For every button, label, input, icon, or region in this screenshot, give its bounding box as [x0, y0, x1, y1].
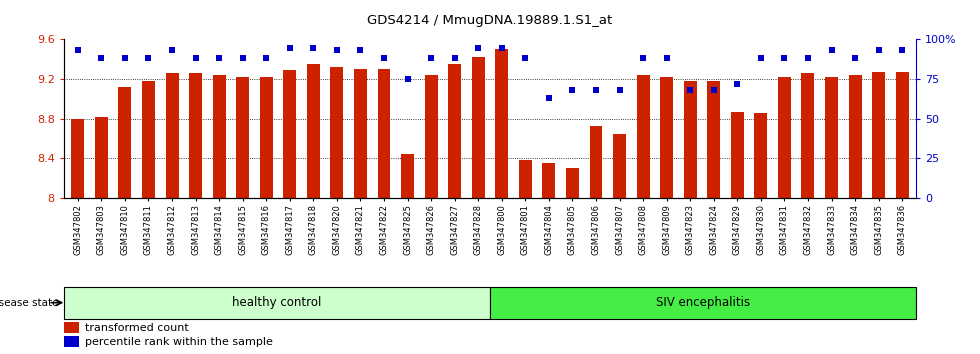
Text: GDS4214 / MmugDNA.19889.1.S1_at: GDS4214 / MmugDNA.19889.1.S1_at [368, 14, 612, 27]
Bar [637, 75, 650, 198]
Point [729, 81, 745, 86]
Bar [64, 287, 490, 319]
Point [800, 55, 815, 61]
Point [871, 47, 887, 53]
Text: percentile rank within the sample: percentile rank within the sample [85, 337, 272, 347]
Text: transformed count: transformed count [85, 322, 189, 332]
Bar [802, 73, 814, 198]
Bar [189, 73, 202, 198]
Bar [283, 70, 296, 198]
Point [682, 87, 698, 93]
Bar [684, 81, 697, 198]
Bar [307, 64, 319, 198]
Bar [731, 112, 744, 198]
Text: SIV encephalitis: SIV encephalitis [656, 296, 751, 309]
Bar [825, 77, 838, 198]
Bar [72, 119, 84, 198]
Point [776, 55, 792, 61]
Point [165, 47, 180, 53]
Point [423, 55, 439, 61]
Point [588, 87, 604, 93]
Bar [354, 69, 367, 198]
Bar [778, 77, 791, 198]
Point [259, 55, 274, 61]
Point [659, 55, 674, 61]
Bar [755, 113, 767, 198]
Point [848, 55, 863, 61]
Point [494, 46, 510, 51]
Point [282, 46, 298, 51]
Point [141, 55, 157, 61]
Bar [490, 287, 916, 319]
Point [329, 47, 345, 53]
Bar [448, 64, 462, 198]
Bar [64, 322, 79, 333]
Point [188, 55, 204, 61]
Bar [330, 67, 343, 198]
Bar [872, 72, 885, 198]
Point [93, 55, 109, 61]
Point [306, 46, 321, 51]
Bar [64, 336, 79, 347]
Bar [849, 75, 861, 198]
Text: healthy control: healthy control [232, 296, 321, 309]
Bar [518, 160, 532, 198]
Point [400, 76, 416, 82]
Text: disease state: disease state [0, 298, 59, 308]
Point [376, 55, 392, 61]
Bar [590, 126, 603, 198]
Point [823, 47, 839, 53]
Bar [236, 77, 249, 198]
Point [612, 87, 627, 93]
Point [635, 55, 651, 61]
Bar [260, 77, 272, 198]
Bar [424, 75, 438, 198]
Bar [95, 116, 108, 198]
Bar [708, 81, 720, 198]
Bar [661, 77, 673, 198]
Bar [142, 81, 155, 198]
Point [517, 55, 533, 61]
Bar [542, 164, 556, 198]
Bar [566, 169, 579, 198]
Point [706, 87, 721, 93]
Point [541, 95, 557, 101]
Bar [377, 69, 390, 198]
Bar [119, 87, 131, 198]
Bar [896, 72, 908, 198]
Point [70, 47, 85, 53]
Point [564, 87, 580, 93]
Point [235, 55, 251, 61]
Point [353, 47, 368, 53]
Bar [613, 133, 626, 198]
Point [212, 55, 227, 61]
Bar [495, 49, 509, 198]
Bar [166, 73, 178, 198]
Point [470, 46, 486, 51]
Bar [401, 154, 414, 198]
Point [895, 47, 910, 53]
Bar [471, 57, 485, 198]
Bar [213, 75, 225, 198]
Point [447, 55, 463, 61]
Point [117, 55, 132, 61]
Point [753, 55, 768, 61]
